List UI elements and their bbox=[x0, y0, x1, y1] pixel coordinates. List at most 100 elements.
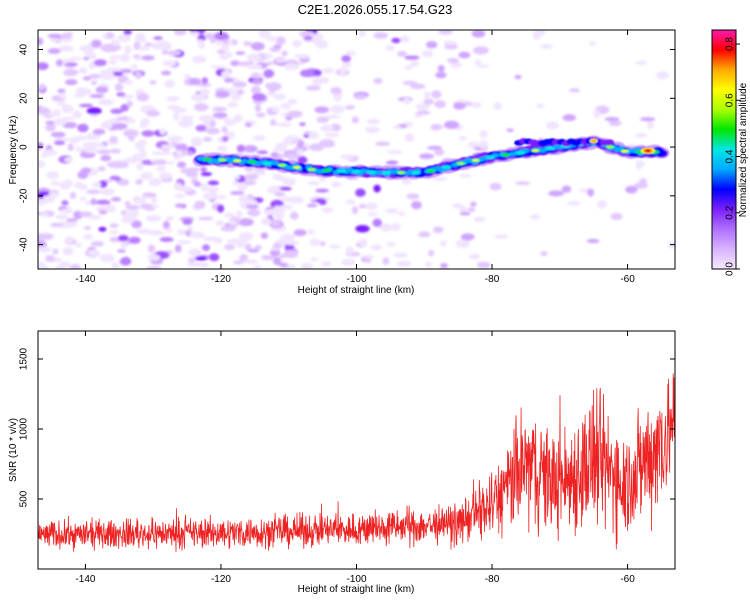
noise-blob bbox=[124, 200, 131, 206]
noise-blob bbox=[44, 255, 55, 263]
noise-blob bbox=[180, 115, 195, 121]
noise-blob bbox=[254, 264, 262, 269]
noise-blob bbox=[244, 122, 252, 128]
noise-blob bbox=[95, 206, 103, 211]
noise-blob bbox=[66, 218, 78, 223]
noise-blob bbox=[38, 160, 46, 168]
noise-blob bbox=[363, 259, 372, 263]
noise-blob bbox=[130, 64, 138, 70]
noise-blob bbox=[284, 136, 298, 142]
noise-blob bbox=[173, 30, 187, 36]
noise-blob bbox=[138, 45, 151, 51]
noise-blob bbox=[321, 207, 334, 214]
noise-blob bbox=[455, 239, 471, 248]
noise-blob bbox=[252, 170, 266, 176]
snr-xlabel: Height of straight line (km) bbox=[298, 584, 415, 595]
noise-blob bbox=[331, 181, 342, 188]
noise-blob bbox=[639, 178, 647, 185]
ridge-peak bbox=[351, 169, 362, 174]
noise-blob bbox=[284, 243, 295, 251]
noise-blob bbox=[108, 59, 118, 65]
noise-blob bbox=[221, 45, 230, 52]
noise-blob bbox=[87, 215, 102, 220]
noise-blob bbox=[477, 64, 490, 69]
noise-blob bbox=[53, 140, 66, 146]
noise-blob bbox=[247, 208, 261, 217]
noise-blob bbox=[109, 55, 122, 60]
noise-blob bbox=[458, 51, 471, 59]
noise-blob bbox=[116, 92, 126, 97]
noise-blob bbox=[201, 77, 208, 85]
noise-blob bbox=[100, 43, 116, 53]
noise-blob bbox=[372, 218, 383, 227]
noise-blob bbox=[174, 193, 185, 199]
noise-blob bbox=[61, 116, 74, 121]
noise-blob bbox=[287, 98, 298, 105]
noise-blob bbox=[108, 230, 120, 235]
noise-blob bbox=[83, 56, 90, 61]
noise-blob bbox=[472, 46, 489, 55]
noise-blob bbox=[386, 149, 403, 155]
noise-blob bbox=[341, 55, 352, 63]
spectrogram-y-tick-label: -20 bbox=[19, 188, 30, 203]
noise-blob bbox=[155, 165, 167, 172]
noise-blob bbox=[246, 198, 258, 205]
spectrogram-ridge bbox=[192, 135, 670, 180]
noise-blob bbox=[117, 249, 126, 253]
noise-blob bbox=[176, 229, 187, 236]
spectrogram-y-ticks: -40 -20 0 20 40 bbox=[19, 44, 675, 252]
noise-blob bbox=[133, 54, 140, 59]
ridge-peak bbox=[308, 168, 316, 171]
spectrogram-x-tick-label: -60 bbox=[620, 274, 635, 285]
noise-blob bbox=[230, 191, 244, 196]
ridge-peak bbox=[322, 169, 331, 173]
noise-blob bbox=[286, 110, 303, 118]
noise-blob bbox=[58, 208, 74, 214]
noise-blob bbox=[634, 132, 648, 138]
noise-blob bbox=[54, 182, 71, 187]
noise-blob bbox=[303, 35, 313, 41]
noise-blob bbox=[423, 98, 434, 105]
noise-blob bbox=[38, 261, 46, 269]
snr-x-tick-label: -60 bbox=[620, 574, 635, 585]
noise-blob bbox=[146, 110, 160, 117]
noise-blob bbox=[396, 50, 408, 57]
noise-blob bbox=[47, 48, 61, 54]
noise-blob bbox=[109, 175, 121, 181]
noise-blob bbox=[530, 214, 541, 220]
noise-blob bbox=[379, 223, 393, 232]
noise-blob bbox=[54, 137, 70, 142]
noise-blob bbox=[57, 38, 73, 43]
noise-blob bbox=[195, 124, 207, 132]
noise-blob bbox=[251, 72, 260, 78]
snr-y-tick-label: 500 bbox=[19, 490, 30, 507]
noise-blob bbox=[300, 262, 314, 269]
noise-blob bbox=[110, 197, 122, 202]
noise-blob bbox=[200, 183, 208, 192]
noise-blob bbox=[39, 199, 50, 205]
noise-blob bbox=[308, 131, 319, 140]
noise-blob bbox=[432, 226, 444, 234]
noise-blob bbox=[158, 172, 173, 180]
noise-blob bbox=[160, 144, 174, 149]
noise-blob bbox=[174, 203, 185, 208]
noise-blob bbox=[464, 101, 473, 107]
noise-blob bbox=[494, 234, 509, 239]
noise-blob bbox=[203, 136, 212, 142]
noise-blob bbox=[77, 123, 89, 133]
noise-blob bbox=[141, 192, 157, 198]
noise-blob bbox=[473, 216, 486, 222]
noise-blob bbox=[476, 261, 491, 269]
noise-blob bbox=[140, 203, 153, 210]
noise-blob bbox=[99, 69, 110, 74]
noise-blob bbox=[64, 236, 75, 244]
noise-blob bbox=[69, 192, 77, 199]
noise-blob bbox=[410, 60, 420, 67]
noise-blob bbox=[254, 104, 262, 113]
noise-blob bbox=[217, 145, 228, 152]
noise-blob bbox=[284, 152, 300, 160]
noise-blob bbox=[193, 181, 202, 187]
ridge-peak bbox=[457, 162, 465, 165]
noise-blob bbox=[212, 106, 227, 112]
